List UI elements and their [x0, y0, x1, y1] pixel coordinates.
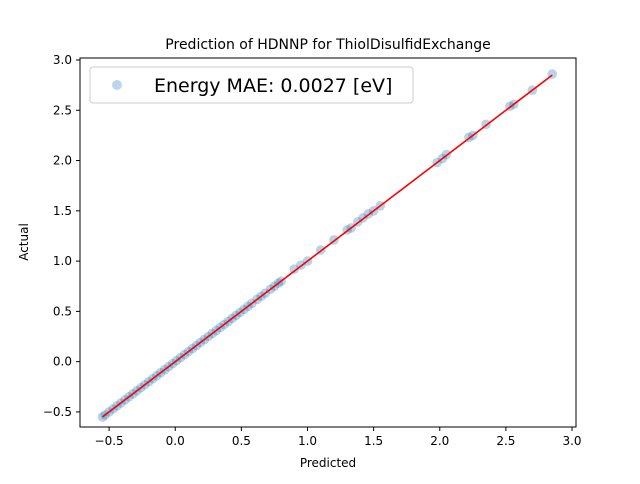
chart-title: Prediction of HDNNP for ThiolDisulfidExc… [165, 37, 490, 53]
data-point [289, 264, 300, 274]
x-tick-label: 1.0 [298, 434, 317, 448]
y-tick-label: 1.0 [53, 254, 72, 268]
y-tick-label: 3.0 [53, 53, 72, 67]
x-axis-label: Predicted [300, 456, 356, 470]
y-axis-ticks: −0.5 0.0 0.5 1.0 1.5 2.0 2.5 3.0 [43, 53, 80, 419]
x-tick-label: −0.5 [95, 434, 124, 448]
y-axis-label: Actual [17, 223, 31, 261]
x-tick-label: 1.5 [364, 434, 383, 448]
legend-marker [112, 80, 122, 90]
y-tick-label: −0.5 [43, 405, 72, 419]
y-tick-label: 0.5 [53, 304, 72, 318]
y-tick-label: 0.0 [53, 355, 72, 369]
plot-frame [79, 57, 577, 428]
legend-box [89, 66, 414, 104]
fit-line [102, 74, 553, 418]
y-tick-label: 1.5 [53, 204, 72, 218]
x-tick-label: 2.5 [496, 434, 515, 448]
x-axis-ticks: −0.5 0.0 0.5 1.0 1.5 2.0 2.5 3.0 [95, 427, 582, 448]
x-tick-label: 0.5 [232, 434, 251, 448]
legend-label: Energy MAE: 0.0027 [eV] [154, 75, 392, 97]
x-tick-label: 3.0 [562, 434, 581, 448]
x-tick-label: 2.0 [430, 434, 449, 448]
y-tick-label: 2.0 [53, 154, 72, 168]
legend: Energy MAE: 0.0027 [eV] [89, 66, 414, 104]
x-tick-label: 0.0 [166, 434, 185, 448]
y-tick-label: 2.5 [53, 103, 72, 117]
